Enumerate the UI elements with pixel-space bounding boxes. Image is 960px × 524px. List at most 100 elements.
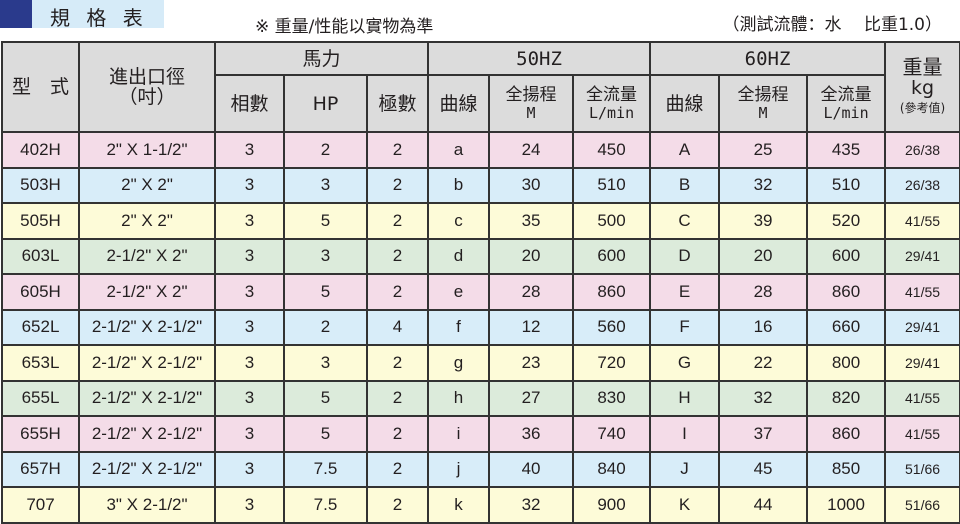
cell-hp: 7.5 xyxy=(283,450,368,488)
cell-phase: 3 xyxy=(214,486,285,524)
table-row: 657H 2-1/2" X 2-1/2" 3 7.5 2 j 40 840 J 45 850 51/6… xyxy=(1,450,960,488)
cell-c50: g xyxy=(427,344,491,382)
cell-c50: h xyxy=(427,379,491,417)
header-model: 型 式 xyxy=(1,41,80,133)
cell-model: 603L xyxy=(1,237,80,275)
cell-f60: 800 xyxy=(806,344,887,382)
cell-phase: 3 xyxy=(214,237,285,275)
table-row: 503H 2" X 2" 3 3 2 b 30 510 B 32 510 26/38 xyxy=(1,166,960,204)
cell-f60: 510 xyxy=(806,166,887,204)
cell-f50: 560 xyxy=(572,308,652,346)
cell-f50: 840 xyxy=(572,450,652,488)
cell-h50: 24 xyxy=(488,131,575,169)
header-head-60: 全揚程 M xyxy=(718,74,809,133)
cell-c50: k xyxy=(427,486,491,524)
header-power: 馬力 xyxy=(213,41,430,76)
disclaimer-note: ※ 重量/性能以實物為準 xyxy=(255,17,434,37)
cell-c60: C xyxy=(649,202,721,240)
cell-c60: F xyxy=(649,308,721,346)
header-port-unit: （吋） xyxy=(118,86,176,108)
cell-c50: c xyxy=(427,202,491,240)
header-curve-50: 曲線 xyxy=(427,74,491,133)
cell-hp: 3 xyxy=(283,166,368,204)
cell-h50: 28 xyxy=(488,273,575,311)
cell-hp: 3 xyxy=(283,344,368,382)
cell-poles: 2 xyxy=(365,486,430,524)
cell-port: 2-1/2" X 2" xyxy=(78,273,216,311)
cell-model: 707 xyxy=(1,486,80,524)
cell-f50: 830 xyxy=(572,379,652,417)
cell-phase: 3 xyxy=(214,202,285,240)
header-weight-label: 重量 xyxy=(902,54,943,79)
cell-h60: 45 xyxy=(718,450,809,488)
cell-weight: 51/66 xyxy=(884,450,960,488)
cell-weight: 51/66 xyxy=(884,486,960,524)
cell-f60: 600 xyxy=(806,237,887,275)
cell-model: 605H xyxy=(1,273,80,311)
cell-f60: 520 xyxy=(806,202,887,240)
cell-port: 2-1/2" X 2" xyxy=(78,237,216,275)
cell-f50: 720 xyxy=(572,344,652,382)
table-row: 605H 2-1/2" X 2" 3 5 2 e 28 860 E 28 860 41/55 xyxy=(1,273,960,311)
cell-h60: 32 xyxy=(718,166,809,204)
cell-h60: 39 xyxy=(718,202,809,240)
cell-f60: 1000 xyxy=(806,486,887,524)
cell-phase: 3 xyxy=(214,273,285,311)
header-phase: 相數 xyxy=(214,74,285,133)
cell-poles: 2 xyxy=(365,166,430,204)
cell-h50: 20 xyxy=(488,237,575,275)
flow-label: 全流量 xyxy=(586,85,638,105)
cell-c60: D xyxy=(649,237,721,275)
cell-c60: G xyxy=(649,344,721,382)
cell-hp: 5 xyxy=(283,202,368,240)
title-accent-block xyxy=(0,0,32,28)
cell-h60: 28 xyxy=(718,273,809,311)
cell-f60: 860 xyxy=(806,415,887,453)
cell-c50: f xyxy=(427,308,491,346)
head-unit: M xyxy=(526,104,536,122)
table-row: 603L 2-1/2" X 2" 3 3 2 d 20 600 D 20 600 29/41 xyxy=(1,237,960,275)
header-weight: 重量 kg (參考值) xyxy=(884,41,960,133)
header-head-50: 全揚程 M xyxy=(488,74,575,133)
cell-c50: j xyxy=(427,450,491,488)
cell-phase: 3 xyxy=(214,379,285,417)
cell-c60: I xyxy=(649,415,721,453)
cell-model: 657H xyxy=(1,450,80,488)
table-row: 707 3" X 2-1/2" 3 7.5 2 k 32 900 K 44 1000 51/66 xyxy=(1,486,960,524)
cell-c60: B xyxy=(649,166,721,204)
cell-port: 2-1/2" X 2-1/2" xyxy=(78,344,216,382)
table-row: 653L 2-1/2" X 2-1/2" 3 3 2 g 23 720 G 22 800 29/41 xyxy=(1,344,960,382)
cell-poles: 2 xyxy=(365,273,430,311)
table-row: 652L 2-1/2" X 2-1/2" 3 2 4 f 12 560 F 16 660 29/41 xyxy=(1,308,960,346)
spec-table: 型 式 進出口徑 （吋） 馬力 50HZ 60HZ 重量 kg (參考值) 相數 HP… xyxy=(1,41,960,524)
cell-h60: 25 xyxy=(718,131,809,169)
cell-poles: 2 xyxy=(365,131,430,169)
cell-weight: 41/55 xyxy=(884,415,960,453)
cell-port: 2" X 2" xyxy=(78,202,216,240)
table-row: 402H 2" X 1-1/2" 3 2 2 a 24 450 A 25 435 26/38 xyxy=(1,131,960,169)
cell-c60: J xyxy=(649,450,721,488)
page-title: 規 格 表 xyxy=(50,6,148,30)
cell-c60: A xyxy=(649,131,721,169)
cell-weight: 29/41 xyxy=(884,344,960,382)
cell-c60: K xyxy=(649,486,721,524)
cell-c50: d xyxy=(427,237,491,275)
cell-weight: 29/41 xyxy=(884,237,960,275)
cell-port: 2-1/2" X 2-1/2" xyxy=(78,308,216,346)
cell-phase: 3 xyxy=(214,166,285,204)
cell-phase: 3 xyxy=(214,415,285,453)
cell-h50: 23 xyxy=(488,344,575,382)
cell-hp: 5 xyxy=(283,273,368,311)
cell-h50: 35 xyxy=(488,202,575,240)
cell-hp: 7.5 xyxy=(283,486,368,524)
cell-port: 2-1/2" X 2-1/2" xyxy=(78,415,216,453)
cell-c50: a xyxy=(427,131,491,169)
cell-f50: 450 xyxy=(572,131,652,169)
cell-h60: 22 xyxy=(718,344,809,382)
cell-h50: 40 xyxy=(488,450,575,488)
header-flow-60: 全流量 L/min xyxy=(806,74,887,133)
cell-phase: 3 xyxy=(214,344,285,382)
cell-h60: 16 xyxy=(718,308,809,346)
header-50hz: 50HZ xyxy=(427,41,652,76)
header-weight-unit: kg xyxy=(910,76,935,99)
